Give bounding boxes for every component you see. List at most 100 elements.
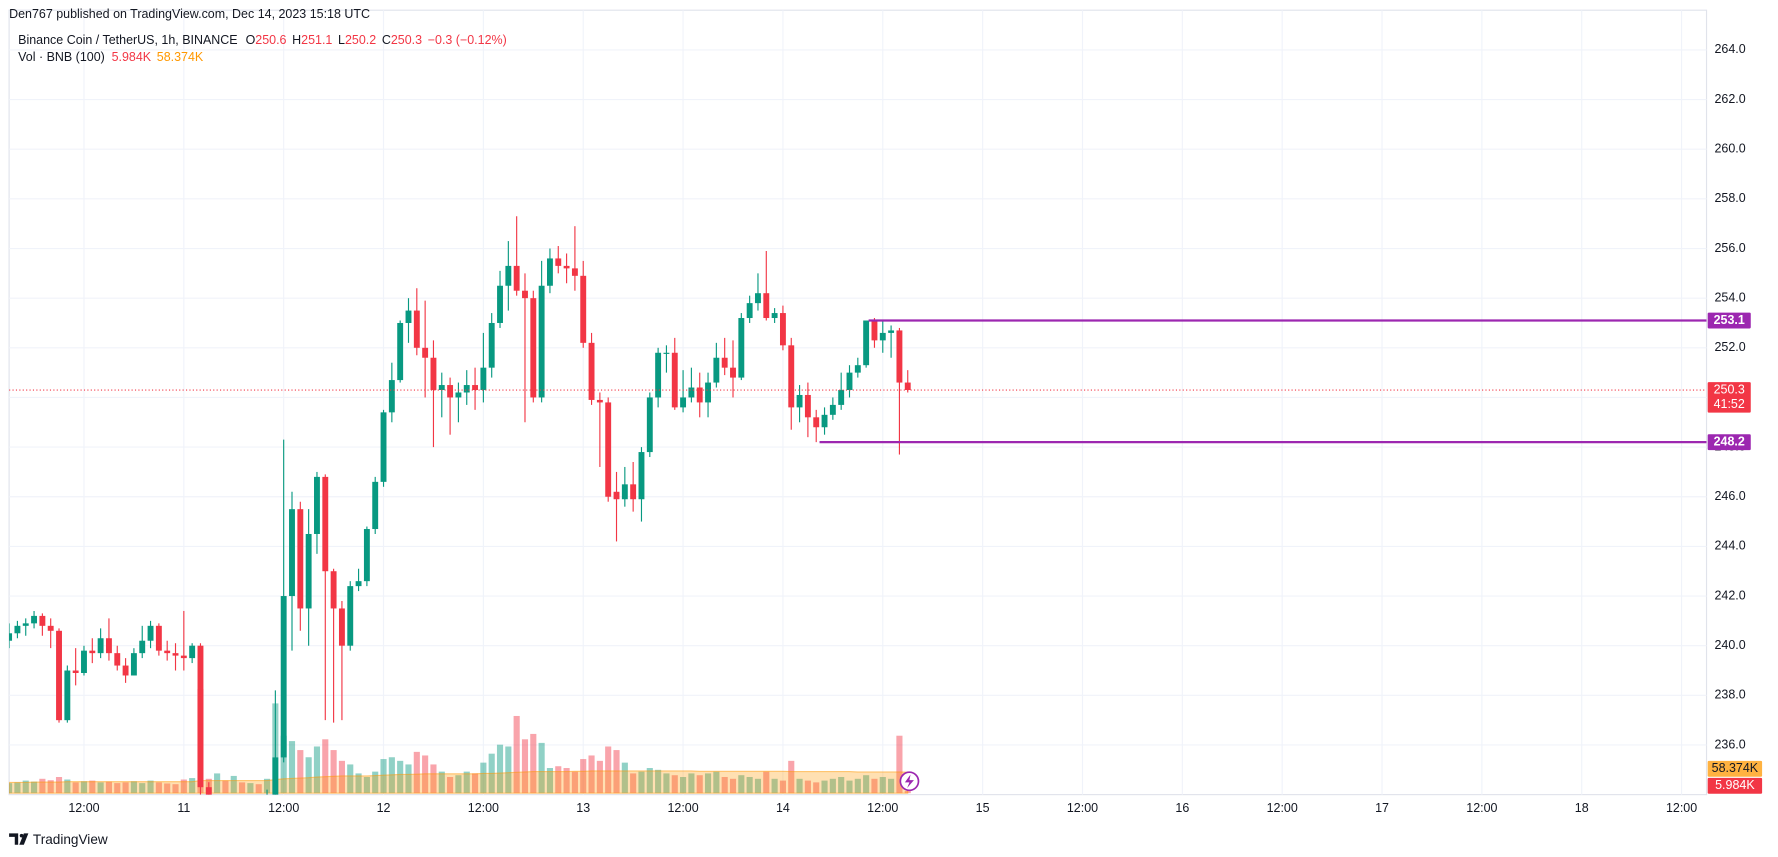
volume-bar <box>588 755 595 794</box>
candle-body <box>763 293 770 319</box>
candle-body <box>422 347 429 358</box>
candle-body <box>380 412 387 482</box>
y-tick-label: 242.0 <box>1714 588 1745 602</box>
ohlc-value: 250.3 <box>391 33 422 47</box>
ohlc-value: 250.2 <box>345 33 376 47</box>
volume-bar <box>729 778 737 794</box>
candle-body <box>197 645 204 788</box>
volume-bar <box>455 775 462 794</box>
volume-bar <box>821 780 828 794</box>
candle-body <box>147 625 154 641</box>
x-tick-label: 17 <box>1375 801 1389 815</box>
x-tick-label: 13 <box>576 801 590 815</box>
x-tick-label: 12:00 <box>268 801 299 815</box>
candle-body <box>904 382 911 391</box>
candle-body <box>114 653 121 666</box>
volume-bar <box>230 775 237 794</box>
candle-body <box>180 655 187 659</box>
volume-bar <box>355 773 362 794</box>
volume-ma: 58.374K <box>157 50 204 64</box>
volume-bar <box>47 780 54 794</box>
y-tick-label: 236.0 <box>1714 737 1745 751</box>
candle-body <box>696 387 703 403</box>
volume-legend: Vol · BNB (100) 5.984K 58.374K <box>18 50 204 64</box>
x-tick-label: 12:00 <box>468 801 499 815</box>
y-tick-label: 240.0 <box>1714 638 1745 652</box>
y-tick-label: 238.0 <box>1714 688 1745 702</box>
candle-body <box>580 275 587 343</box>
volume-bar <box>30 781 38 794</box>
volume-bar <box>372 771 379 794</box>
level-label: 253.1 <box>1714 313 1745 327</box>
volume-bar <box>754 778 762 794</box>
candle-body <box>530 298 537 398</box>
countdown-label: 41:52 <box>1714 397 1745 411</box>
volume-bar <box>147 780 154 794</box>
footer-brand: TradingView <box>33 832 108 847</box>
candle-body <box>314 476 320 534</box>
volume-bar <box>130 781 137 794</box>
volume-bar <box>879 777 886 794</box>
candle-body <box>505 265 512 286</box>
candle-body <box>405 310 412 323</box>
volume-bar <box>696 775 703 794</box>
x-tick-label: 12:00 <box>68 801 99 815</box>
volume-bar <box>22 780 29 794</box>
candle-body <box>322 476 329 572</box>
candle-body <box>22 623 29 626</box>
candle-body <box>555 258 562 266</box>
candle-body <box>72 670 79 673</box>
volume-bar <box>89 780 96 794</box>
published-line: Den767 published on TradingView.com, Dec… <box>9 7 370 21</box>
volume-bar <box>638 771 645 794</box>
volume-bar <box>563 768 570 794</box>
last-price-label: 250.3 <box>1714 382 1745 396</box>
y-tick-label: 246.0 <box>1714 489 1745 503</box>
candle-body <box>105 638 112 654</box>
volume-bar <box>888 778 895 794</box>
y-tick-label: 256.0 <box>1714 241 1745 255</box>
volume-bar <box>430 764 437 794</box>
x-tick-label: 12:00 <box>1466 801 1497 815</box>
volume-bar <box>613 750 620 794</box>
ohlc-letter: H <box>292 33 301 47</box>
change-value: −0.3 (−0.12%) <box>428 33 507 47</box>
volume-bar <box>14 782 21 794</box>
ohlc-letter: L <box>338 33 345 47</box>
footer-logo <box>9 833 29 845</box>
candle-body <box>605 402 612 497</box>
volume-bar <box>671 775 678 794</box>
x-tick-label: 16 <box>1175 801 1189 815</box>
symbol-name: Binance Coin / TetherUS, 1h, BINANCE <box>18 33 237 47</box>
candle-body <box>139 640 146 654</box>
candle-body <box>563 265 570 269</box>
volume-bar <box>863 775 870 794</box>
volume-bar <box>463 771 470 794</box>
candle-body <box>804 394 811 418</box>
volume-bar <box>896 735 903 794</box>
volume-bar <box>413 751 420 794</box>
volume-ma-label: 58.374K <box>1712 761 1759 775</box>
candle-body <box>871 320 878 341</box>
y-tick-label: 262.0 <box>1714 92 1745 106</box>
candle-body <box>846 372 853 391</box>
candle-body <box>56 630 62 721</box>
x-tick-label: 14 <box>776 801 790 815</box>
volume-bar <box>80 781 88 794</box>
volume-bar <box>122 782 129 794</box>
ohlc-value: 250.6 <box>255 33 286 47</box>
volume-bar <box>313 746 321 794</box>
candle-body <box>721 357 728 368</box>
y-tick-label: 254.0 <box>1714 290 1745 304</box>
candle-body <box>638 452 645 500</box>
volume-bar <box>521 739 529 794</box>
volume-bar <box>105 781 113 794</box>
volume-bar <box>655 769 662 794</box>
level-label-box <box>1707 434 1751 451</box>
candle-body <box>630 484 637 500</box>
volume-bar <box>180 779 187 794</box>
volume-bar <box>779 780 786 794</box>
candle-body <box>730 367 736 378</box>
candle-body <box>821 414 828 428</box>
